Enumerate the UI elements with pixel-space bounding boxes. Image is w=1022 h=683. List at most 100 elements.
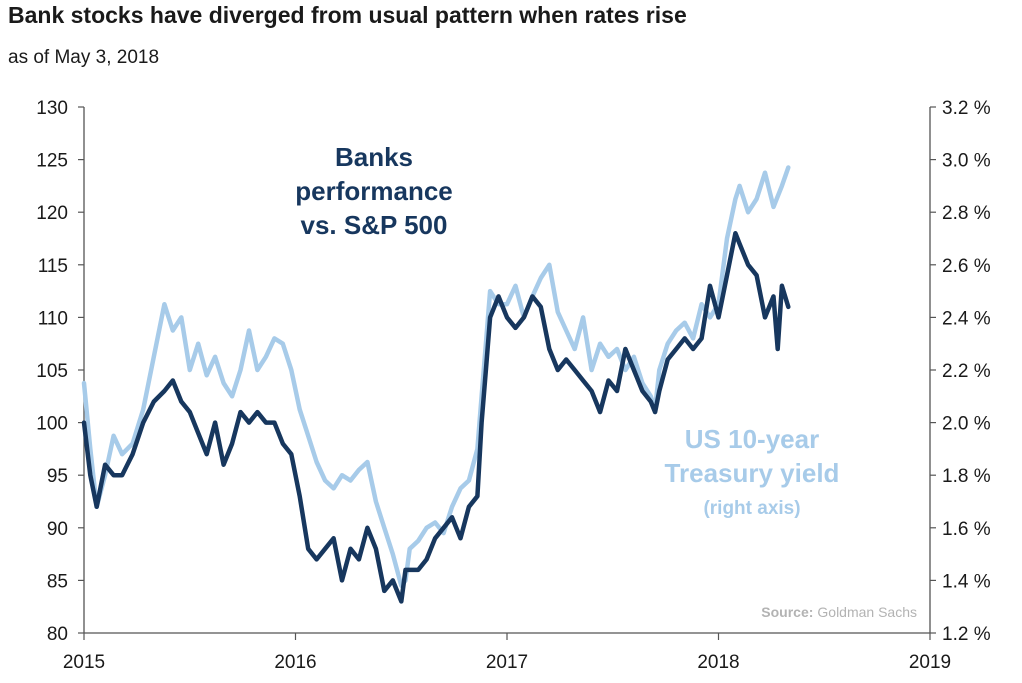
banks-performance-point (691, 347, 695, 351)
treasury-yield-point (598, 342, 602, 346)
banks-performance-point (763, 315, 767, 319)
banks-performance-point (623, 347, 628, 351)
chart-subtitle: as of May 3, 2018 (8, 47, 160, 68)
source-label: Source: (761, 604, 813, 620)
right-axis-ticks: 1.2 % 1.4 % 1.6 % 1.8 % 2.0 % 2.2 % 2.4 % 2.6 %… (930, 98, 991, 645)
banks-performance-point (315, 557, 319, 562)
right-tick-label: 2.4 % (942, 308, 991, 329)
banks-performance-point (488, 315, 492, 319)
x-tick-label: 2018 (697, 652, 739, 673)
treasury-yield-point (222, 381, 226, 385)
banks-performance-point (738, 242, 742, 246)
banks-performance-point (171, 378, 175, 383)
banks-performance-point (666, 357, 670, 362)
treasury-annotation-line-3: (right axis) (703, 498, 800, 519)
x-tick-label: 2017 (486, 652, 528, 673)
banks-performance-point (674, 347, 678, 351)
banks-performance-point (391, 578, 395, 583)
banks-performance-point (399, 599, 403, 604)
right-tick-label: 1.8 % (942, 466, 991, 487)
banks-performance-point (505, 315, 509, 319)
treasury-yield-point (488, 289, 492, 293)
banks-performance-point (683, 336, 687, 340)
banks-performance-point (700, 336, 704, 340)
banks-performance-point (573, 368, 577, 372)
treasury-yield-point (708, 315, 712, 319)
treasury-yield-point (365, 460, 369, 464)
treasury-yield-point (433, 520, 437, 525)
treasury-yield-point (733, 197, 738, 201)
banks-performance-point (88, 473, 92, 477)
treasury-yield-point (112, 434, 116, 438)
treasury-yield-point (450, 505, 454, 509)
treasury-yield-point (272, 336, 276, 340)
treasury-yield-point (780, 184, 784, 188)
source-note: Source: Goldman Sachs (761, 604, 917, 620)
banks-performance-point (450, 515, 454, 519)
treasury-yield-point (683, 321, 687, 325)
right-tick-label: 1.4 % (942, 571, 991, 592)
banks-performance-point (780, 284, 784, 288)
treasury-yield-point (513, 284, 518, 288)
banks-performance-point (425, 557, 429, 562)
banks-performance-point (416, 568, 420, 572)
banks-performance-point (458, 536, 463, 540)
left-tick-label: 105 (36, 361, 68, 382)
banks-performance-point (581, 378, 585, 383)
banks-performance-point (606, 378, 611, 383)
treasury-yield-point (786, 165, 790, 170)
treasury-yield-point (581, 315, 585, 319)
banks-performance-point (467, 505, 471, 509)
treasury-yield-point (188, 368, 192, 372)
treasury-yield-point (179, 315, 183, 319)
treasury-yield-point (590, 368, 594, 372)
treasury-yield-point (205, 373, 209, 377)
banks-annotation-line-1: Banks (335, 142, 413, 172)
treasury-yield-point (425, 526, 429, 530)
banks-performance-point (708, 284, 712, 288)
treasury-yield-point (573, 347, 577, 351)
treasury-yield-point (691, 336, 695, 340)
banks-performance-point (649, 400, 653, 404)
treasury-annotation-line-2: Treasury yield (665, 458, 840, 488)
banks-performance-point (348, 547, 353, 551)
banks-performance-point (657, 389, 661, 393)
treasury-yield-point (281, 342, 285, 346)
banks-performance-point (281, 442, 285, 446)
banks-performance-point (162, 389, 166, 393)
treasury-yield-point (564, 328, 568, 333)
banks-performance-point (564, 357, 568, 362)
banks-performance-point (615, 389, 619, 393)
banks-performance-point (590, 389, 594, 393)
banks-performance-point (716, 315, 721, 319)
left-axis-ticks: 80 85 90 95 100 105 110 115 120 125 130 (36, 98, 84, 645)
banks-annotation-line-2: performance (295, 176, 453, 206)
banks-performance-point (112, 473, 116, 477)
left-tick-label: 130 (36, 98, 68, 119)
banks-performance-point (205, 452, 209, 456)
banks-performance-point (264, 421, 268, 425)
right-tick-label: 1.2 % (942, 624, 991, 645)
treasury-yield-point (323, 478, 327, 483)
banks-performance-point (746, 263, 750, 267)
banks-performance-point (222, 463, 226, 467)
treasury-annotation-line-1: US 10-year (685, 424, 819, 454)
banks-performance-point (640, 389, 645, 393)
treasury-yield-point (505, 302, 509, 306)
banks-performance-point (522, 315, 526, 319)
treasury-yield-point (666, 342, 670, 346)
right-tick-label: 2.2 % (942, 361, 991, 382)
right-tick-label: 2.8 % (942, 203, 991, 224)
left-tick-label: 90 (47, 519, 68, 540)
banks-performance-point (786, 305, 790, 309)
treasury-yield-point (539, 276, 543, 280)
right-tick-label: 2.6 % (942, 256, 991, 277)
treasury-yield-point (162, 302, 166, 306)
banks-annotation-line-3: vs. S&P 500 (301, 210, 448, 240)
treasury-yield-point (657, 368, 661, 372)
banks-performance-point (247, 421, 251, 425)
treasury-yield-point (306, 434, 310, 438)
treasury-yield-point (131, 442, 135, 446)
treasury-yield-point (547, 263, 551, 267)
treasury-yield-point (255, 368, 259, 372)
